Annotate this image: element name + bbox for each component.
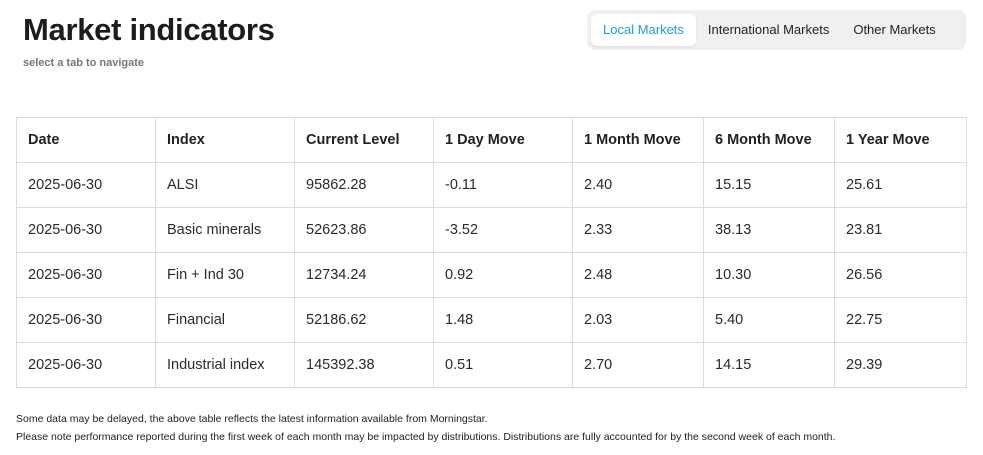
cell-index: Basic minerals [155,207,295,253]
cell-1-year-move: 25.61 [834,162,967,208]
column-header-index: Index [155,117,295,163]
cell-1-day-move: 1.48 [433,297,573,343]
cell-current-level: 95862.28 [294,162,434,208]
table-row: 2025-06-30 Fin + Ind 30 12734.24 0.92 2.… [16,252,967,298]
page-subtitle: select a tab to navigate [23,57,145,69]
cell-index: Financial [155,297,295,343]
cell-1-month-move: 2.48 [572,252,704,298]
column-header-6-month-move: 6 Month Move [703,117,835,163]
cell-current-level: 12734.24 [294,252,434,298]
cell-1-year-move: 26.56 [834,252,967,298]
column-header-1-month-move: 1 Month Move [572,117,704,163]
footnotes: Some data may be delayed, the above tabl… [16,410,835,446]
footnote-distributions: Please note performance reported during … [16,431,836,443]
cell-index: Industrial index [155,342,295,388]
cell-1-day-move: 0.51 [433,342,573,388]
cell-1-year-move: 29.39 [834,342,967,388]
page-title: Market indicators [23,12,275,47]
cell-date: 2025-06-30 [16,297,156,343]
tab-other-markets[interactable]: Other Markets [853,22,936,37]
cell-6-month-move: 10.30 [703,252,835,298]
cell-current-level: 52186.62 [294,297,434,343]
tab-local-markets[interactable]: Local Markets [591,14,696,46]
footnote-delay: Some data may be delayed, the above tabl… [16,413,488,425]
cell-date: 2025-06-30 [16,162,156,208]
cell-1-year-move: 22.75 [834,297,967,343]
cell-1-year-move: 23.81 [834,207,967,253]
cell-index: ALSI [155,162,295,208]
tab-international-markets[interactable]: International Markets [707,22,830,37]
column-header-1-day-move: 1 Day Move [433,117,573,163]
cell-1-day-move: 0.92 [433,252,573,298]
column-header-date: Date [16,117,156,163]
cell-current-level: 52623.86 [294,207,434,253]
cell-1-month-move: 2.33 [572,207,704,253]
table-row: 2025-06-30 Financial 52186.62 1.48 2.03 … [16,297,967,343]
cell-1-month-move: 2.03 [572,297,704,343]
cell-6-month-move: 14.15 [703,342,835,388]
cell-6-month-move: 15.15 [703,162,835,208]
table-row: 2025-06-30 ALSI 95862.28 -0.11 2.40 15.1… [16,162,967,208]
cell-current-level: 145392.38 [294,342,434,388]
table-row: 2025-06-30 Basic minerals 52623.86 -3.52… [16,207,967,253]
cell-1-day-move: -3.52 [433,207,573,253]
table-row: 2025-06-30 Industrial index 145392.38 0.… [16,342,967,388]
table-header-row: Date Index Current Level 1 Day Move 1 Mo… [16,117,967,163]
cell-1-month-move: 2.70 [572,342,704,388]
market-indicators-table: Date Index Current Level 1 Day Move 1 Mo… [16,117,967,388]
cell-1-month-move: 2.40 [572,162,704,208]
column-header-1-year-move: 1 Year Move [834,117,967,163]
cell-date: 2025-06-30 [16,207,156,253]
cell-6-month-move: 5.40 [703,297,835,343]
column-header-current-level: Current Level [294,117,434,163]
cell-index: Fin + Ind 30 [155,252,295,298]
cell-6-month-move: 38.13 [703,207,835,253]
cell-date: 2025-06-30 [16,342,156,388]
cell-1-day-move: -0.11 [433,162,573,208]
cell-date: 2025-06-30 [16,252,156,298]
market-tabs: Local Markets International Markets Othe… [587,10,966,50]
